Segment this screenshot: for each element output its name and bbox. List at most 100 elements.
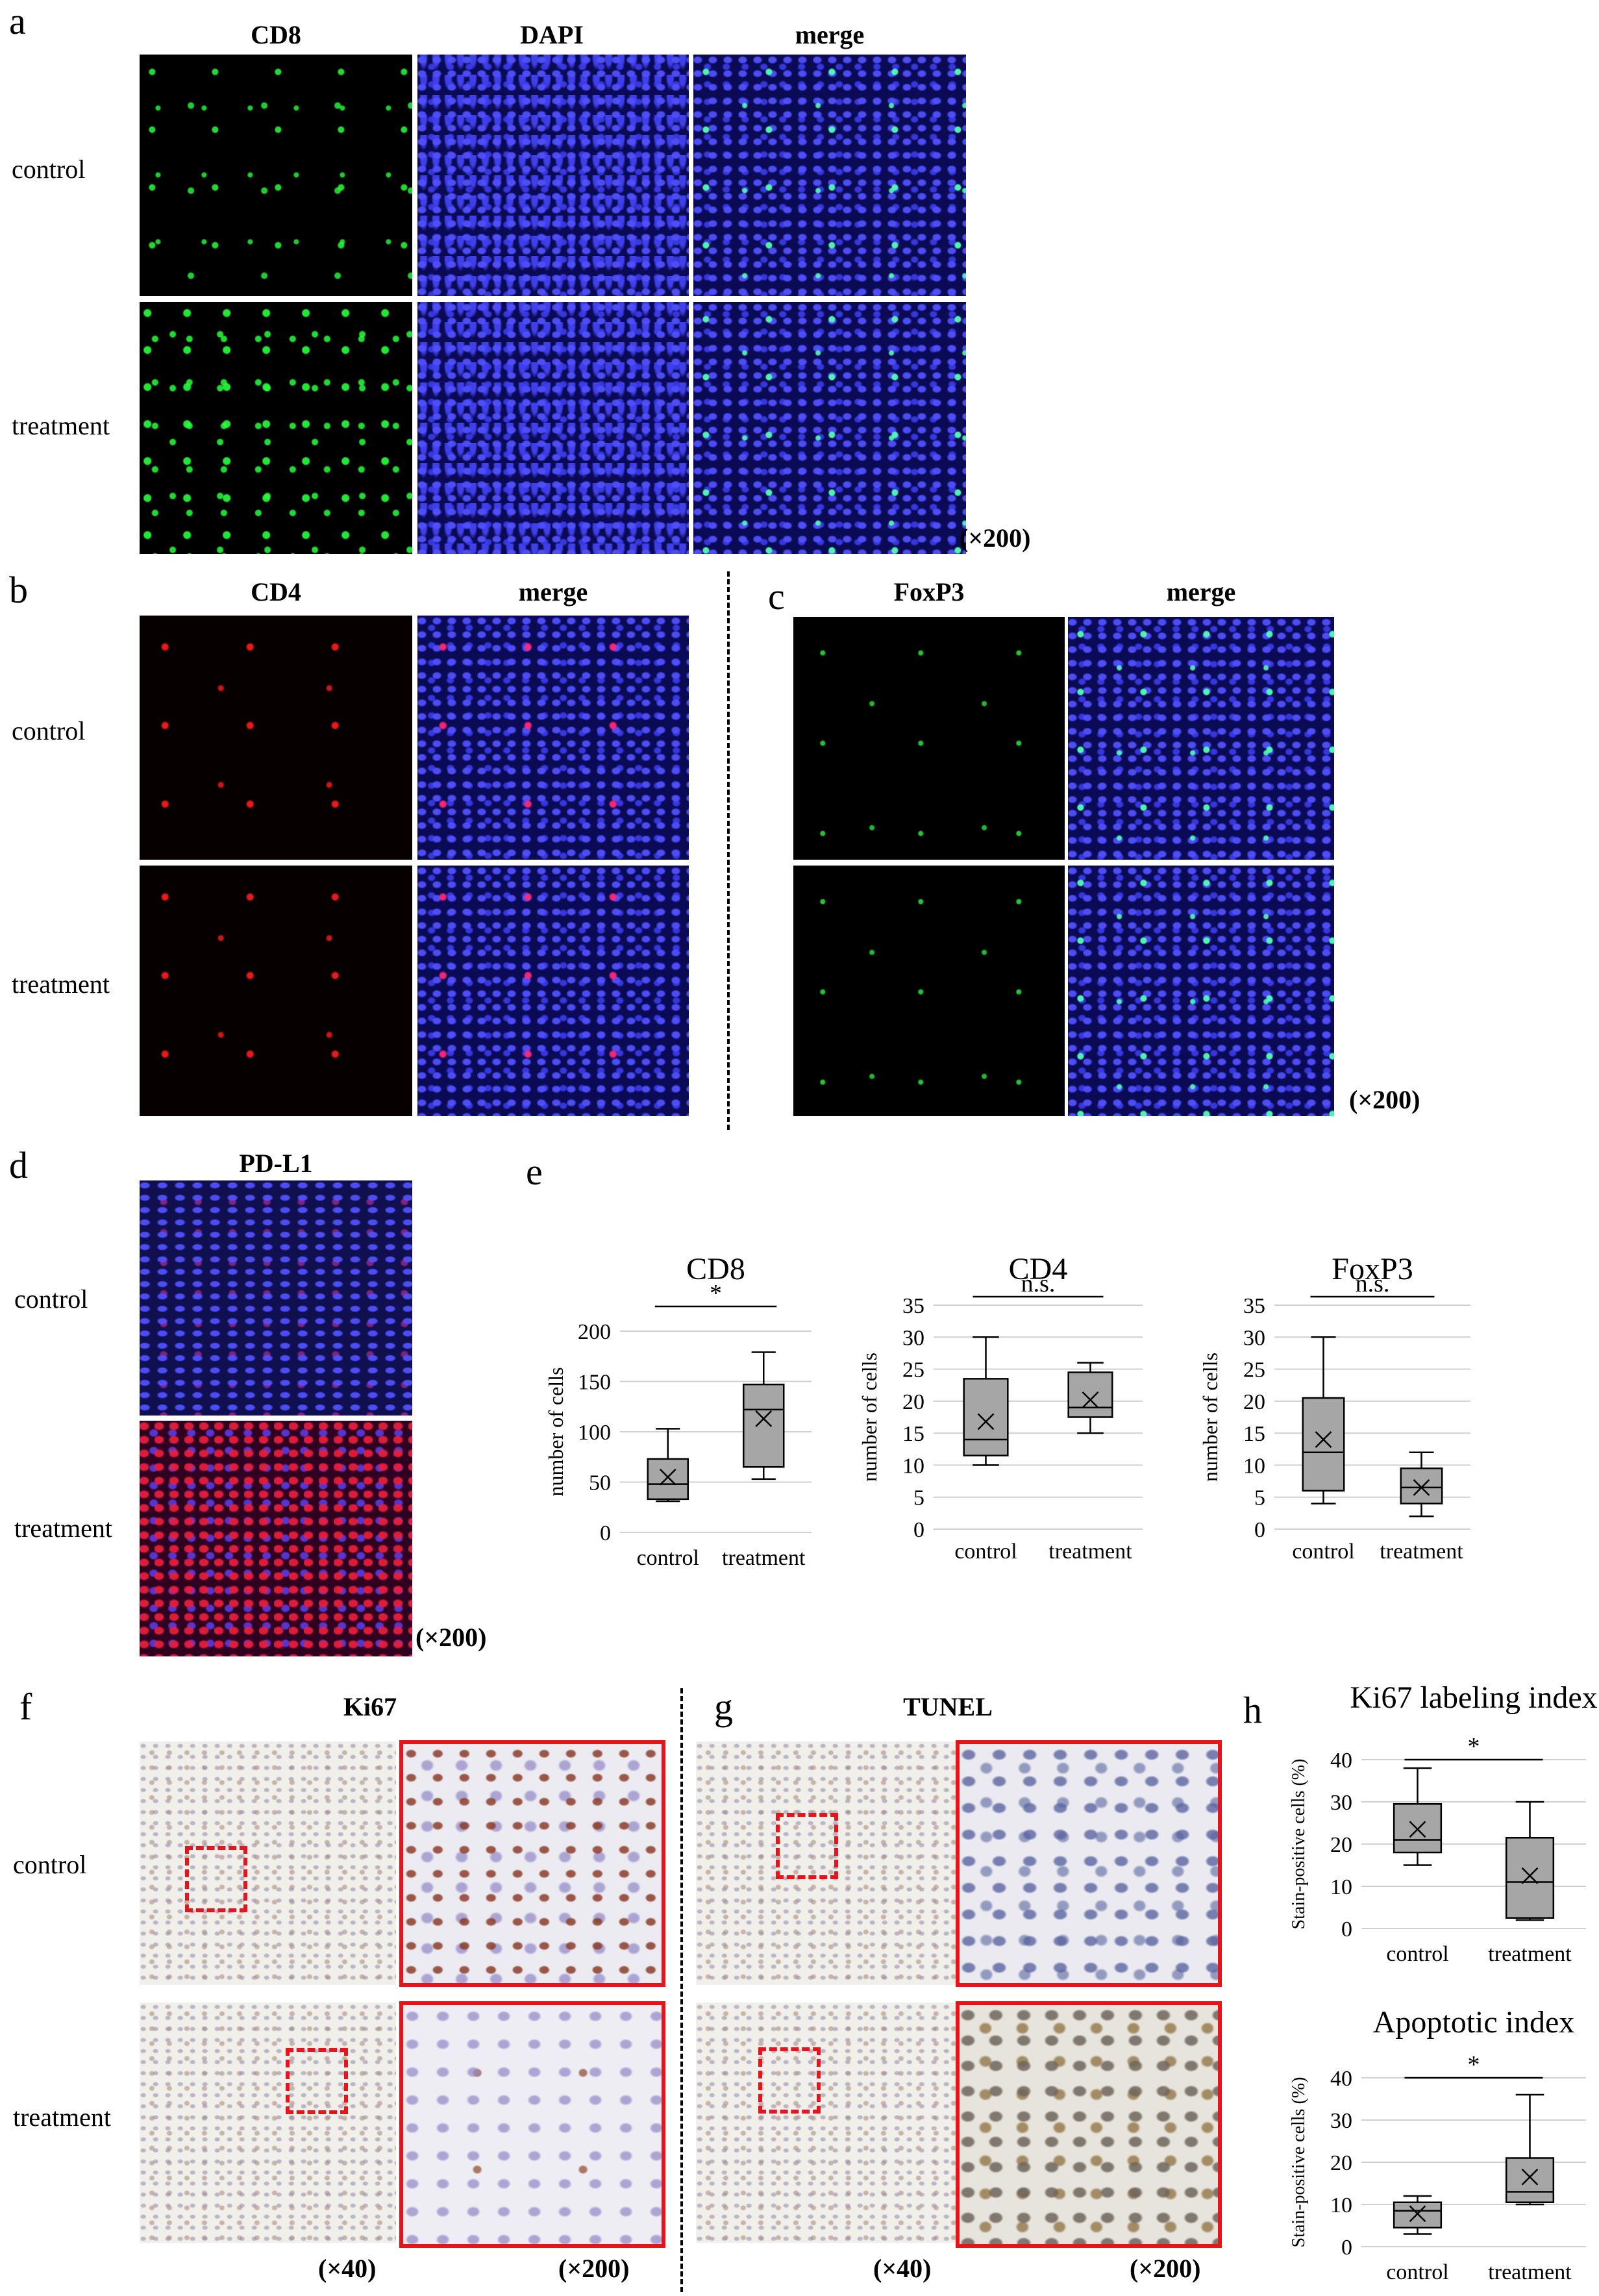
col-label-cd4: CD4 xyxy=(251,577,301,606)
chart-title: Ki67 labeling index xyxy=(1350,1680,1597,1715)
foxp3-merge-treatment-image xyxy=(1068,866,1334,1116)
significance-label: n.s. xyxy=(1356,1270,1390,1297)
ki67-treatment-high-image xyxy=(399,2001,665,2248)
cd8-box-plot: CD8 number of cells 0 50 100 150 200 control tre… xyxy=(544,1252,812,1570)
y-tick-label: 20 xyxy=(1330,2151,1352,2175)
y-tick-label: 10 xyxy=(902,1454,924,1478)
y-axis-label: number of cells xyxy=(1198,1353,1222,1482)
y-axis-label: Stain-positive cells (%) xyxy=(1289,1759,1309,1930)
y-tick-label: 0 xyxy=(913,1518,924,1542)
ki67-box-plot: Ki67 labeling index Stain-positive cells … xyxy=(1289,1680,1598,1966)
significance-label: * xyxy=(710,1280,722,1307)
box xyxy=(1505,1837,1555,1919)
y-tick-label: 30 xyxy=(902,1326,924,1350)
y-tick-label: 100 xyxy=(578,1421,611,1445)
col-label-foxp3: FoxP3 xyxy=(893,577,965,606)
col-label-ki67: Ki67 xyxy=(343,1692,397,1721)
y-tick-label: 0 xyxy=(1341,1917,1352,1941)
mean-marker xyxy=(1409,1821,1426,1838)
y-tick-label: 35 xyxy=(1243,1294,1265,1318)
foxp3-control-image xyxy=(793,617,1065,860)
y-tick-label: 20 xyxy=(1330,1833,1352,1857)
magnification-low-label: (×40) xyxy=(318,2254,377,2283)
cd8-control-image xyxy=(140,55,412,296)
zoom-region-box xyxy=(286,2048,348,2114)
mean-marker xyxy=(755,1410,773,1427)
ki67-treatment-low-image xyxy=(140,2003,396,2243)
dapi-control-image xyxy=(417,55,689,296)
row-label-control: control xyxy=(12,716,86,745)
mean-marker xyxy=(977,1413,995,1430)
mean-marker xyxy=(659,1468,676,1486)
x-category-label: treatment xyxy=(1488,1942,1572,1966)
tunel-control-low-image xyxy=(696,1741,956,1985)
col-label-tunel: TUNEL xyxy=(903,1692,993,1721)
y-tick-label: 30 xyxy=(1330,1791,1352,1815)
row-label-control: control xyxy=(14,1284,88,1314)
significance-label: * xyxy=(1468,1733,1480,1760)
magnification-high-label: (×200) xyxy=(558,2254,630,2283)
panel-letter-b: b xyxy=(9,569,28,611)
x-category-label: control xyxy=(1386,1942,1448,1966)
y-tick-label: 15 xyxy=(1243,1422,1265,1446)
y-tick-label: 15 xyxy=(902,1422,924,1446)
x-category-label: control xyxy=(1292,1540,1354,1564)
x-category-label: control xyxy=(637,1546,699,1570)
magnification-high-label: (×200) xyxy=(1130,2254,1201,2283)
cd4-merge-treatment-image xyxy=(417,866,689,1116)
significance-label: * xyxy=(1468,2051,1480,2078)
y-tick-label: 10 xyxy=(1330,2193,1352,2217)
mean-marker xyxy=(1082,1391,1099,1408)
magnification-label: (×200) xyxy=(960,523,1031,553)
box xyxy=(1393,2201,1443,2228)
y-tick-label: 200 xyxy=(578,1320,611,1344)
mean-marker xyxy=(1521,1867,1539,1884)
y-tick-label: 25 xyxy=(902,1358,924,1382)
chart-title: Apoptotic index xyxy=(1373,2006,1575,2040)
mean-marker xyxy=(1315,1431,1332,1448)
y-tick-label: 5 xyxy=(913,1486,924,1510)
row-label-control: control xyxy=(12,155,86,184)
zoom-region-box xyxy=(758,2047,821,2114)
row-label-control: control xyxy=(13,1850,87,1879)
cd4-treatment-image xyxy=(140,866,412,1116)
col-label-merge: merge xyxy=(1166,577,1236,606)
y-tick-label: 25 xyxy=(1243,1358,1265,1382)
box xyxy=(1067,1371,1113,1418)
x-category-label: treatment xyxy=(1380,1540,1463,1564)
merge-treatment-image xyxy=(693,302,966,554)
box xyxy=(647,1458,689,1501)
box xyxy=(743,1383,785,1468)
y-tick-label: 30 xyxy=(1330,2109,1352,2133)
panel-letter-d: d xyxy=(9,1144,28,1186)
tunel-control-high-image xyxy=(956,1740,1222,1987)
mean-marker xyxy=(1409,2205,1426,2223)
apoptotic-box-plot: Apoptotic index Stain-positive cells (%) 0… xyxy=(1289,2006,1586,2284)
tunel-treatment-low-image xyxy=(696,2003,956,2243)
box xyxy=(1302,1397,1345,1492)
y-tick-label: 20 xyxy=(902,1390,924,1414)
magnification-low-label: (×40) xyxy=(873,2254,932,2283)
x-category-label: treatment xyxy=(1488,2260,1572,2284)
y-tick-label: 20 xyxy=(1243,1390,1265,1414)
zoom-region-box xyxy=(776,1813,838,1879)
y-axis-label: number of cells xyxy=(858,1353,881,1482)
row-label-treatment: treatment xyxy=(13,2103,112,2132)
y-tick-label: 30 xyxy=(1243,1326,1265,1350)
tunel-treatment-high-image xyxy=(956,2001,1222,2248)
x-category-label: treatment xyxy=(722,1546,806,1570)
significance-label: n.s. xyxy=(1021,1270,1056,1297)
foxp3-box-plot: FoxP3 number of cells 0 5 10 15 20 25 30 35 contro… xyxy=(1198,1252,1470,1564)
zoom-region-box xyxy=(185,1846,247,1912)
magnification-label: (×200) xyxy=(1349,1085,1420,1114)
divider-line xyxy=(680,1688,683,2292)
pd-l1-treatment-image xyxy=(140,1421,412,1656)
y-tick-label: 0 xyxy=(600,1521,611,1545)
panel-letter-a: a xyxy=(9,0,26,42)
y-tick-label: 150 xyxy=(578,1371,611,1395)
y-tick-label: 35 xyxy=(902,1294,924,1318)
y-axis-label: number of cells xyxy=(544,1367,567,1496)
col-label-merge: merge xyxy=(518,577,588,606)
y-tick-label: 40 xyxy=(1330,1749,1352,1773)
ki67-control-low-image xyxy=(140,1741,396,1985)
